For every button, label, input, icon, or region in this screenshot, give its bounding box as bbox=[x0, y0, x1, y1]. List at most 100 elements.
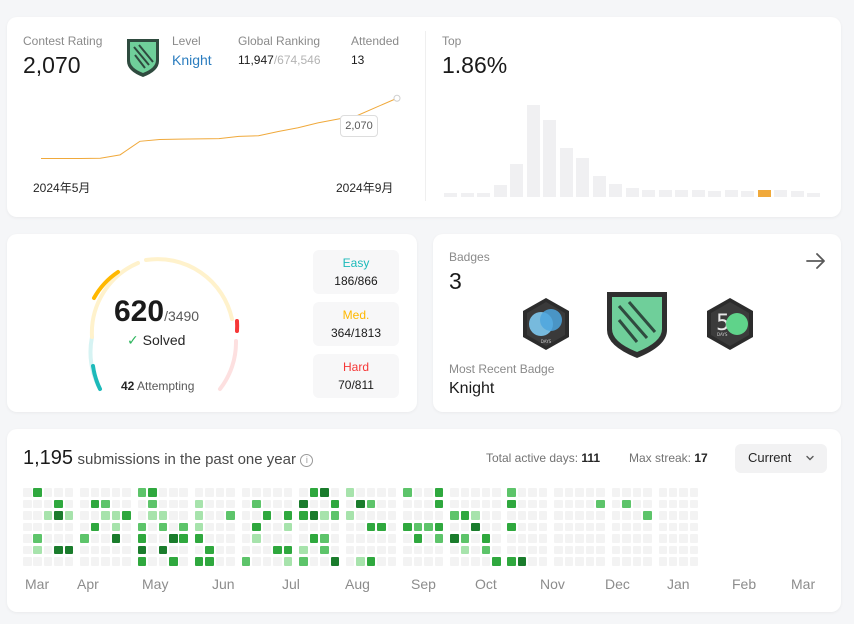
heatmap-cell[interactable] bbox=[564, 488, 574, 497]
heatmap-cell[interactable] bbox=[596, 557, 605, 566]
heatmap-cell[interactable] bbox=[611, 511, 621, 520]
heatmap-cell[interactable] bbox=[215, 488, 225, 497]
heatmap-cell[interactable] bbox=[90, 488, 100, 497]
distribution-bar[interactable] bbox=[477, 192, 490, 197]
heatmap-cell[interactable] bbox=[169, 522, 178, 531]
heatmap-cell[interactable] bbox=[575, 511, 584, 520]
heatmap-cell[interactable] bbox=[596, 545, 605, 554]
heatmap-cell[interactable] bbox=[377, 488, 386, 497]
heatmap-cell[interactable] bbox=[309, 534, 319, 543]
heatmap-cell[interactable] bbox=[283, 499, 293, 508]
heatmap-cell[interactable] bbox=[215, 522, 225, 531]
heatmap-cell[interactable] bbox=[413, 522, 423, 531]
heatmap-cell[interactable] bbox=[377, 557, 386, 566]
heatmap-cell[interactable] bbox=[575, 522, 584, 531]
heatmap-cell[interactable] bbox=[481, 534, 491, 543]
heatmap-cell[interactable] bbox=[148, 488, 157, 497]
heatmap-cell[interactable] bbox=[517, 534, 527, 543]
heatmap-cell[interactable] bbox=[460, 511, 470, 520]
heatmap-cell[interactable] bbox=[622, 499, 631, 508]
heatmap-cell[interactable] bbox=[43, 545, 53, 554]
heatmap-cell[interactable] bbox=[611, 488, 621, 497]
heatmap-cell[interactable] bbox=[194, 511, 204, 520]
heatmap-cell[interactable] bbox=[387, 522, 397, 531]
heatmap-cell[interactable] bbox=[299, 488, 308, 497]
heatmap-cell[interactable] bbox=[101, 534, 110, 543]
heatmap-cell[interactable] bbox=[564, 545, 574, 554]
heatmap-cell[interactable] bbox=[471, 557, 480, 566]
heatmap-cell[interactable] bbox=[194, 522, 204, 531]
heatmap-cell[interactable] bbox=[80, 522, 89, 531]
heatmap-cell[interactable] bbox=[554, 522, 563, 531]
heatmap-cell[interactable] bbox=[554, 534, 563, 543]
heatmap-cell[interactable] bbox=[507, 522, 516, 531]
heatmap-cell[interactable] bbox=[564, 511, 574, 520]
heatmap-cell[interactable] bbox=[320, 522, 329, 531]
heatmap-cell[interactable] bbox=[507, 511, 516, 520]
heatmap-cell[interactable] bbox=[689, 522, 699, 531]
heatmap-cell[interactable] bbox=[366, 557, 376, 566]
heatmap-cell[interactable] bbox=[111, 534, 121, 543]
heatmap-cell[interactable] bbox=[205, 534, 214, 543]
heatmap-cell[interactable] bbox=[226, 522, 235, 531]
heatmap-cell[interactable] bbox=[122, 534, 131, 543]
heatmap-cell[interactable] bbox=[122, 557, 131, 566]
heatmap-cell[interactable] bbox=[596, 499, 605, 508]
heatmap-cell[interactable] bbox=[320, 511, 329, 520]
medium-stat[interactable]: Med. 364/1813 bbox=[313, 302, 399, 346]
heatmap-cell[interactable] bbox=[356, 488, 365, 497]
heatmap-cell[interactable] bbox=[226, 511, 235, 520]
heatmap-cell[interactable] bbox=[283, 522, 293, 531]
heatmap-cell[interactable] bbox=[320, 534, 329, 543]
heatmap-cell[interactable] bbox=[528, 522, 537, 531]
heatmap-cell[interactable] bbox=[668, 511, 678, 520]
heatmap-cell[interactable] bbox=[330, 534, 340, 543]
heatmap-cell[interactable] bbox=[538, 511, 548, 520]
heatmap-cell[interactable] bbox=[345, 545, 355, 554]
heatmap-cell[interactable] bbox=[471, 545, 480, 554]
heatmap-cell[interactable] bbox=[668, 499, 678, 508]
distribution-bar[interactable] bbox=[576, 158, 589, 197]
easy-stat[interactable]: Easy 186/866 bbox=[313, 250, 399, 294]
heatmap-cell[interactable] bbox=[585, 488, 595, 497]
heatmap-cell[interactable] bbox=[387, 488, 397, 497]
heatmap-cell[interactable] bbox=[283, 511, 293, 520]
heatmap-cell[interactable] bbox=[643, 522, 652, 531]
heatmap-cell[interactable] bbox=[517, 545, 527, 554]
heatmap-cell[interactable] bbox=[169, 557, 178, 566]
distribution-bar[interactable] bbox=[774, 189, 787, 197]
heatmap-cell[interactable] bbox=[507, 534, 516, 543]
heatmap-cell[interactable] bbox=[330, 545, 340, 554]
heatmap-cell[interactable] bbox=[450, 534, 459, 543]
heatmap-cell[interactable] bbox=[471, 499, 480, 508]
heatmap-cell[interactable] bbox=[54, 522, 63, 531]
distribution-bar[interactable] bbox=[592, 176, 606, 197]
heatmap-cell[interactable] bbox=[122, 545, 131, 554]
heatmap-cell[interactable] bbox=[226, 545, 235, 554]
heatmap-cell[interactable] bbox=[54, 534, 63, 543]
heatmap-cell[interactable] bbox=[434, 534, 444, 543]
heatmap-cell[interactable] bbox=[434, 511, 444, 520]
heatmap-cell[interactable] bbox=[575, 545, 584, 554]
heatmap-cell[interactable] bbox=[111, 522, 121, 531]
heatmap-cell[interactable] bbox=[101, 522, 110, 531]
heatmap-cell[interactable] bbox=[366, 522, 376, 531]
heatmap-cell[interactable] bbox=[507, 488, 516, 497]
heatmap-cell[interactable] bbox=[492, 511, 501, 520]
heatmap-cell[interactable] bbox=[403, 488, 412, 497]
heatmap-cell[interactable] bbox=[205, 522, 214, 531]
heatmap-cell[interactable] bbox=[424, 499, 433, 508]
heatmap-cell[interactable] bbox=[622, 545, 631, 554]
distribution-bar[interactable] bbox=[807, 192, 820, 197]
heatmap-cell[interactable] bbox=[320, 499, 329, 508]
heatmap-cell[interactable] bbox=[492, 499, 501, 508]
heatmap-cell[interactable] bbox=[387, 499, 397, 508]
heatmap-cell[interactable] bbox=[689, 511, 699, 520]
heatmap-cell[interactable] bbox=[387, 511, 397, 520]
heatmap-cell[interactable] bbox=[194, 488, 204, 497]
heatmap-cell[interactable] bbox=[632, 499, 642, 508]
heatmap-cell[interactable] bbox=[137, 545, 147, 554]
distribution-bar[interactable] bbox=[658, 189, 672, 197]
heatmap-cell[interactable] bbox=[23, 534, 32, 543]
heatmap-cell[interactable] bbox=[241, 557, 251, 566]
